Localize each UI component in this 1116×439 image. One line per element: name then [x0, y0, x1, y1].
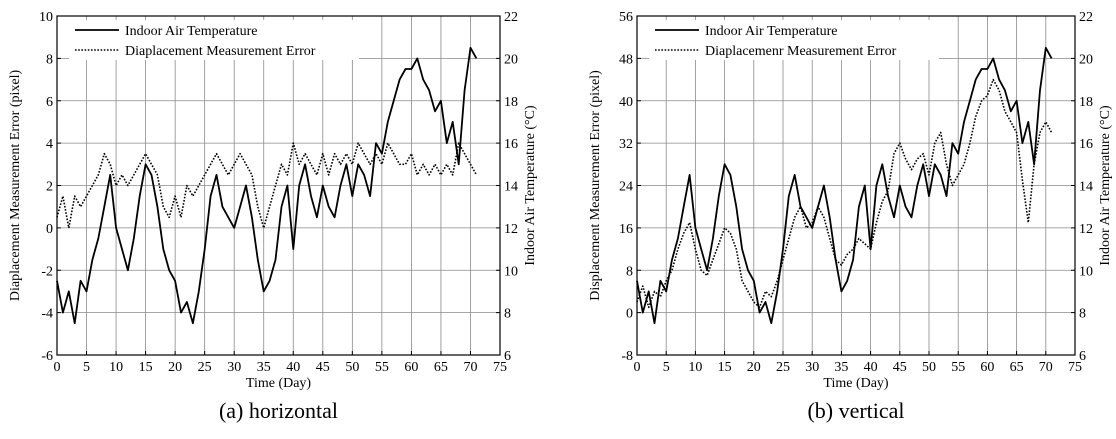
y2-tick-label: 20: [1079, 52, 1093, 67]
y2-tick-label: 8: [1079, 307, 1086, 322]
x-tick-label: 10: [688, 360, 702, 375]
x-tick-label: 0: [634, 360, 641, 375]
x-tick-label: 35: [257, 360, 271, 375]
y-tick-label: 32: [619, 137, 633, 152]
x-tick-label: 70: [1039, 360, 1053, 375]
y-tick-label: 40: [619, 95, 633, 110]
chart-vertical: 0 5 10 15 20 25 30 35 40 45 50 55 60 65 70 75-808162432…: [588, 10, 1113, 423]
x-axis-label: Time (Day): [823, 376, 889, 391]
series-line-displacement-error: [56, 142, 478, 229]
legend: Indoor Air Temperature Diaplacemenr Measu…: [649, 20, 939, 60]
legend-label: Indoor Air Temperature: [705, 24, 838, 39]
x-tick-label: 65: [434, 360, 448, 375]
x-tick-label: 30: [805, 360, 819, 375]
y-axis-label: Diaplacement Measurement Error (pixel): [8, 70, 23, 302]
legend-background: [69, 20, 359, 60]
y-tick-label: 4: [46, 137, 53, 152]
y2-axis-label: Indoor Air Temperature (°C): [523, 105, 538, 266]
y2-tick-label: 18: [504, 95, 518, 110]
y2-tick-label: 6: [1079, 349, 1086, 364]
y-tick-label: 8: [46, 52, 53, 67]
y-tick-label: 24: [619, 180, 633, 195]
legend: Indoor Air Temperature Diaplacement Measu…: [69, 20, 359, 60]
y2-tick-label: 6: [504, 349, 511, 364]
x-tick-label: 35: [834, 360, 848, 375]
x-tick-label: 30: [227, 360, 241, 375]
chart-horizontal: 0 5 10 15 20 25 30 35 40 45 50 55 60 65 70 75 -6 -4 -2 0 2 4 6…: [8, 10, 538, 423]
y2-tick-label: 14: [1079, 180, 1093, 195]
series-line-displacement-error: [636, 78, 1053, 309]
series-line-temperature: [636, 46, 1053, 325]
x-tick-label: 10: [109, 360, 123, 375]
y2-tick-label: 10: [504, 264, 518, 279]
x-tick-label: 55: [375, 360, 389, 375]
x-tick-label: 25: [776, 360, 790, 375]
legend-label: Indoor Air Temperature: [125, 24, 258, 39]
x-tick-label: 60: [980, 360, 994, 375]
x-tick-label: 15: [718, 360, 732, 375]
y2-tick-label: 22: [1079, 10, 1093, 25]
y-tick-label: 2: [46, 180, 53, 195]
x-tick-label: 20: [168, 360, 182, 375]
y2-tick-label: 12: [1079, 222, 1093, 237]
x-tick-label: 50: [345, 360, 359, 375]
x-tick-label: 65: [1010, 360, 1024, 375]
x-tick-label: 20: [747, 360, 761, 375]
legend-label: Diaplacemenr Measurement Error: [705, 44, 897, 59]
y-tick-label: 0: [626, 307, 633, 322]
x-tick-label: 60: [404, 360, 418, 375]
series-line-temperature: [56, 46, 478, 325]
x-tick-label: 15: [139, 360, 153, 375]
x-tick-label: 70: [463, 360, 477, 375]
x-tick-label: 45: [893, 360, 907, 375]
legend-background: [649, 20, 939, 60]
y2-tick-label: 8: [504, 307, 511, 322]
y2-axis-label: Indoor Air Temperature (°C): [1098, 105, 1113, 266]
y-tick-label: -8: [621, 349, 633, 364]
chart-caption: (a) horizontal: [219, 398, 338, 423]
y2-tick-label: 18: [1079, 95, 1093, 110]
y-tick-label: -4: [41, 307, 53, 322]
x-axis-label: Time (Day): [246, 376, 312, 391]
x-tick-label: 40: [286, 360, 300, 375]
y2-tick-label: 10: [1079, 264, 1093, 279]
x-tick-label: 75: [1068, 360, 1082, 375]
y-tick-label: 0: [46, 222, 53, 237]
y2-tick-label: 12: [504, 222, 518, 237]
y2-tick-label: 20: [504, 52, 518, 67]
x-tick-label: 0: [54, 360, 61, 375]
y-tick-label: 16: [619, 222, 633, 237]
y2-tick-label: 14: [504, 180, 518, 195]
y2-tick-label: 16: [504, 137, 518, 152]
x-tick-label: 40: [864, 360, 878, 375]
x-tick-label: 5: [663, 360, 670, 375]
y-tick-label: 10: [39, 10, 53, 25]
y-tick-label: 6: [46, 95, 53, 110]
y-tick-label: 8: [626, 264, 633, 279]
y-tick-label: 48: [619, 52, 633, 67]
y-tick-label: -2: [41, 264, 53, 279]
y2-tick-label: 22: [504, 10, 518, 25]
chart-caption: (b) vertical: [807, 398, 904, 423]
y-tick-label: -6: [41, 349, 53, 364]
x-tick-label: 50: [922, 360, 936, 375]
y2-tick-label: 16: [1079, 137, 1093, 152]
x-tick-label: 25: [198, 360, 212, 375]
y-axis-label: Displacement Measurement Error (pixel): [588, 70, 603, 301]
y-tick-label: 56: [619, 10, 633, 25]
x-tick-label: 5: [83, 360, 90, 375]
legend-label: Diaplacement Measurement Error: [125, 44, 316, 59]
x-tick-label: 75: [493, 360, 507, 375]
x-tick-label: 45: [316, 360, 330, 375]
x-tick-label: 55: [951, 360, 965, 375]
